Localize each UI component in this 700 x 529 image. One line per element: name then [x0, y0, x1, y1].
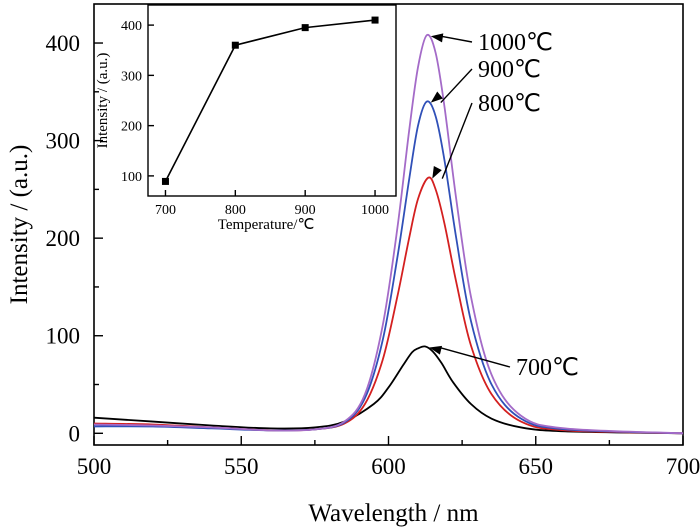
inset-y-tick-label: 200	[121, 120, 142, 135]
x-tick-label: 600	[371, 454, 406, 479]
y-tick-label: 300	[46, 129, 81, 154]
inset-y-tick-label: 100	[121, 170, 142, 185]
main-plot: 500 550 600 650 700 0 100 200 300 400 Wavelength /…	[6, 3, 700, 527]
annotation-arrow-line	[440, 35, 473, 43]
inset-data-point	[301, 24, 309, 32]
y-tick-label: 200	[46, 226, 81, 251]
annotation-arrowhead	[432, 165, 442, 179]
annotation-label: 800℃	[478, 91, 541, 117]
x-tick-label: 650	[519, 454, 554, 479]
y-axis-title: Intensity / (a.u.)	[6, 145, 33, 305]
y-tick-label: 100	[46, 324, 81, 349]
inset-x-tick-label: 1000	[361, 203, 389, 218]
inset-x-axis-title: Temperature/℃	[218, 217, 315, 233]
y-tick-label: 0	[69, 421, 81, 446]
inset-data-point	[371, 16, 379, 24]
inset-x-tick-label: 700	[155, 203, 176, 218]
y-tick-label: 400	[46, 31, 81, 56]
inset-data-point	[231, 41, 239, 49]
annotation-arrowhead	[430, 91, 443, 103]
inset-x-tick-label: 800	[225, 203, 246, 218]
x-tick-label: 550	[224, 454, 259, 479]
inset-series-line	[164, 19, 376, 182]
inset-y-tick-label: 300	[121, 69, 142, 84]
inset-plot: 700 800 900 1000 100 200 300 400 Temperature/℃ In…	[95, 4, 397, 233]
annotation-arrowhead	[429, 345, 443, 355]
series-line-700℃	[93, 345, 684, 435]
x-axis-title: Wavelength / nm	[308, 500, 479, 527]
annotation-label: 700℃	[516, 355, 579, 381]
annotation-label: 1000℃	[478, 30, 553, 56]
annotation-arrow-line	[440, 68, 473, 104]
annotation-label: 900℃	[478, 57, 541, 83]
annotation-arrow-line	[441, 102, 473, 179]
annotation-arrow-line	[439, 346, 511, 368]
inset-x-tick-label: 900	[295, 203, 316, 218]
inset-y-tick-label: 400	[121, 19, 142, 34]
annotation-arrowhead	[430, 33, 444, 43]
x-tick-label: 700	[666, 454, 700, 479]
inset-data-point	[161, 177, 169, 185]
x-tick-label: 500	[77, 454, 112, 479]
inset-y-axis-title: Intensity / (a.u.)	[95, 53, 111, 149]
series-line-1000℃	[93, 33, 684, 435]
inset-frame	[147, 4, 397, 197]
